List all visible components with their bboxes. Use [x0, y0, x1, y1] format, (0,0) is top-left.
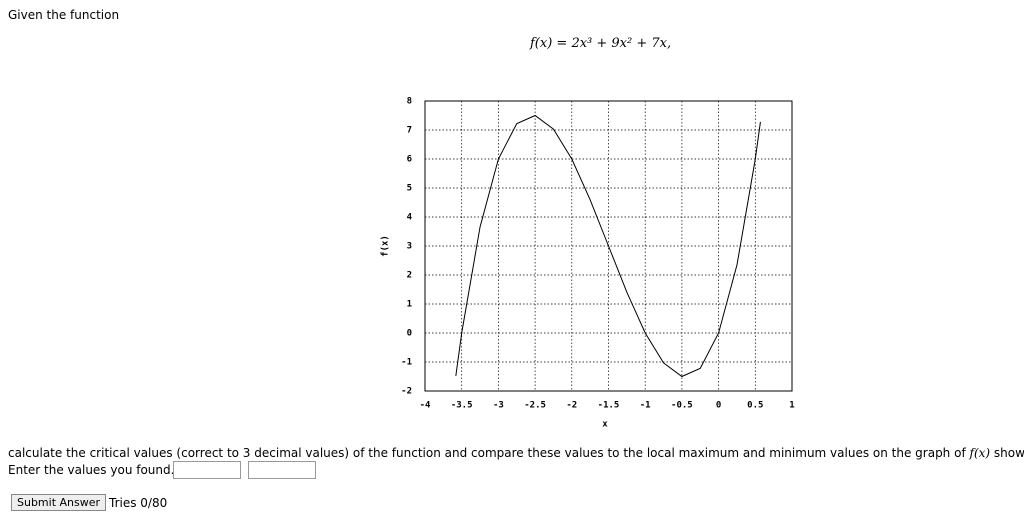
curve: [455, 114, 761, 378]
x-tick-label: 1: [789, 401, 794, 411]
y-tick-label: 0: [407, 329, 412, 339]
y-tick-label: -2: [401, 387, 412, 397]
y-tick-label: 7: [407, 126, 412, 136]
submit-button[interactable]: Submit Answer: [11, 494, 107, 511]
y-tick-label: 1: [407, 300, 412, 310]
intro-text: Given the function: [8, 8, 120, 22]
y-axis-label: f(x): [381, 235, 391, 257]
y-tick-label: -1: [401, 358, 412, 368]
x-tick-label: -3.5: [451, 401, 473, 411]
x-tick-label: 0.5: [747, 401, 763, 411]
answer-input[interactable]: [173, 461, 241, 479]
y-tick-label: 2: [407, 271, 412, 281]
question-line2: Enter the values you found.: [8, 463, 175, 477]
x-tick-label: -2: [566, 401, 577, 411]
y-tick-label: 6: [407, 155, 412, 165]
x-tick-label: -3: [493, 401, 504, 411]
x-tick-label: -0.5: [671, 401, 693, 411]
answer-input[interactable]: [248, 461, 316, 479]
question-line1: calculate the critical values (correct t…: [8, 446, 1024, 460]
y-tick-label: 8: [407, 97, 412, 107]
x-tick-label: -1.5: [598, 401, 620, 411]
formula: f(x) = 2x³ + 9x² + 7x,: [530, 36, 672, 51]
x-tick-label: -2.5: [524, 401, 546, 411]
x-axis-label: x: [602, 420, 608, 430]
question-text: calculate the critical values (correct t…: [8, 446, 966, 460]
x-tick-label: -4: [420, 401, 431, 411]
question-text: shown.: [993, 446, 1024, 460]
y-tick-label: 4: [407, 213, 413, 223]
x-tick-label: 0: [716, 401, 721, 411]
tries-counter: Tries 0/80: [109, 496, 168, 510]
y-tick-label: 3: [407, 242, 412, 252]
x-tick-label: -1: [640, 401, 651, 411]
y-tick-label: 5: [407, 184, 412, 194]
function-name: f(x): [969, 446, 991, 460]
